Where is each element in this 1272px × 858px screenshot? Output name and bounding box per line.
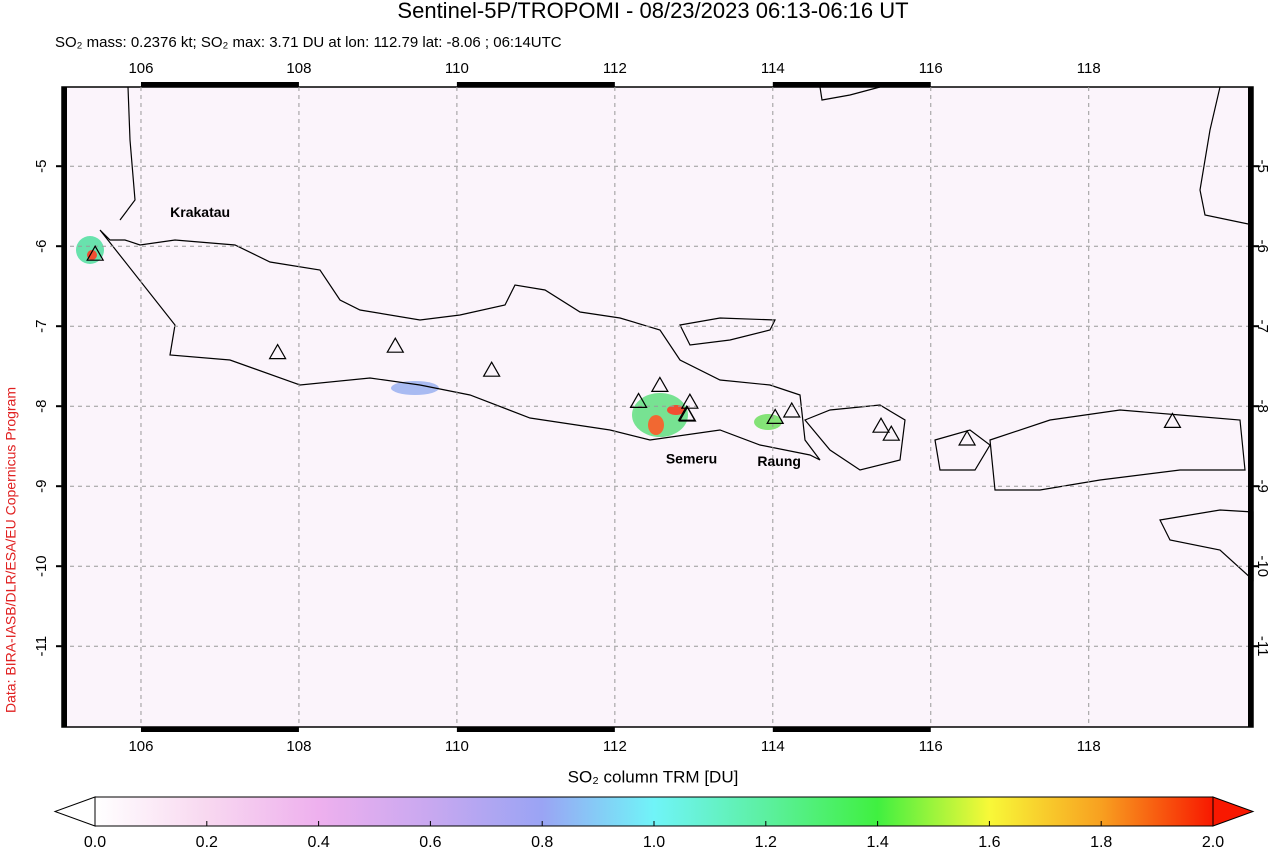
x-tick-bar <box>456 727 615 732</box>
y-tick-label: -8 <box>1254 400 1271 413</box>
colorbar-tick-label: 1.0 <box>643 834 665 851</box>
volcano <box>86 244 105 261</box>
y-tick-label: -11 <box>1254 636 1271 657</box>
volcano <box>629 392 648 408</box>
volcano <box>650 376 669 392</box>
x-tick-label: 112 <box>603 60 627 77</box>
volcano <box>958 429 977 446</box>
credit: Data: BIRA-IASB/DLR/ESA/EU Copernicus Pr… <box>3 387 19 713</box>
x-tick-label: 118 <box>1077 60 1101 77</box>
colorbar-label: SO₂ column TRM [DU] <box>568 767 739 786</box>
volcano <box>871 416 891 433</box>
x-tick-bar <box>772 727 931 732</box>
volcano <box>482 360 501 377</box>
y-tick-label: -7 <box>1254 320 1271 333</box>
colorbar-over <box>1212 796 1255 827</box>
colorbar-tick-label: 0.6 <box>419 834 441 851</box>
y-tick-label: -5 <box>33 160 50 173</box>
x-tick-bar <box>140 82 299 87</box>
y-tick-label: -9 <box>33 480 50 493</box>
x-tick-label: 110 <box>445 738 469 755</box>
x-tick-label: 114 <box>761 738 785 755</box>
y-tick-label: -8 <box>33 400 50 413</box>
x-tick-label: 116 <box>919 60 943 77</box>
y-tick-label: -5 <box>1254 160 1271 173</box>
volcano-label: Krakatau <box>170 204 230 220</box>
y-tick-label: -11 <box>33 636 50 657</box>
colorbar-tick-label: 1.8 <box>1090 834 1112 851</box>
colorbar-tick-label: 1.2 <box>755 834 777 851</box>
colorbar-tick-label: 2.0 <box>1202 834 1224 851</box>
volcano <box>680 392 699 409</box>
x-tick-label: 106 <box>128 60 153 77</box>
colorbar-tick-label: 0.4 <box>307 834 329 851</box>
colorbar-tick-label: 0.8 <box>531 834 553 851</box>
y-tick-label: -7 <box>33 320 50 333</box>
volcano <box>882 424 901 441</box>
volcano <box>678 405 697 422</box>
colorbar-tick-label: 0.2 <box>196 834 218 851</box>
y-tick-label: -10 <box>33 555 50 577</box>
frame-bar <box>1248 87 1253 727</box>
so2-plume <box>76 236 782 437</box>
x-tick-label: 116 <box>919 738 943 755</box>
volcano-label: Raung <box>757 453 801 469</box>
y-tick-label: -9 <box>1254 480 1271 493</box>
colorbar-tick-label: 1.6 <box>978 834 1000 851</box>
colorbar-tick-label: 1.4 <box>866 834 888 851</box>
x-tick-label: 108 <box>286 738 311 755</box>
volcano <box>782 401 801 418</box>
x-tick-label: 106 <box>128 738 153 755</box>
volcano-label: Semeru <box>666 451 717 467</box>
x-tick-label: 118 <box>1077 738 1101 755</box>
volcano <box>268 343 287 360</box>
x-tick-label: 110 <box>445 60 469 77</box>
volcano <box>386 336 405 353</box>
subtitle: SO₂ mass: 0.2376 kt; SO₂ max: 3.71 DU at… <box>55 34 562 51</box>
frame-bar <box>62 87 67 727</box>
y-tick-label: -10 <box>1254 555 1271 577</box>
x-tick-label: 112 <box>603 738 627 755</box>
x-tick-label: 108 <box>286 60 311 77</box>
x-tick-label: 114 <box>761 60 785 77</box>
y-tick-label: -6 <box>1254 240 1271 253</box>
x-tick-bar <box>456 82 615 87</box>
y-tick-label: -6 <box>33 240 50 253</box>
title: Sentinel-5P/TROPOMI - 08/23/2023 06:13-0… <box>397 0 908 23</box>
colorbar-tick-label: 0.0 <box>84 834 106 851</box>
volcano <box>1163 412 1182 428</box>
colorbar-under <box>53 796 96 827</box>
volcano <box>766 408 785 424</box>
x-tick-bar <box>140 727 299 732</box>
x-tick-bar <box>772 82 931 87</box>
